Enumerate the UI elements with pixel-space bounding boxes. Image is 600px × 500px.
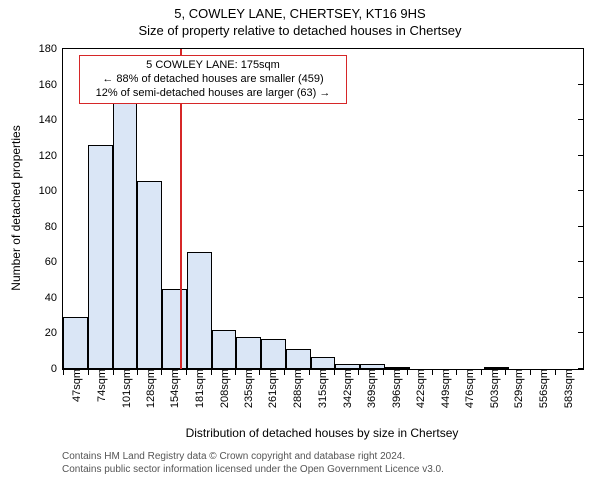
x-tick-label: 556sqm (530, 369, 550, 408)
x-tick-label: 154sqm (161, 369, 181, 408)
title-line-2: Size of property relative to detached ho… (0, 23, 600, 40)
footer-line-1: Contains HM Land Registry data © Crown c… (62, 450, 444, 463)
y-tick-label: 140 (39, 114, 63, 126)
histogram-bar (484, 367, 509, 369)
x-tick-label: 235sqm (235, 369, 255, 408)
histogram-bar (137, 181, 162, 369)
y-tick-label: 20 (45, 327, 63, 339)
annotation-box: 5 COWLEY LANE: 175sqm← 88% of detached h… (79, 55, 347, 104)
y-axis-label: Number of detached properties (9, 125, 23, 290)
x-tick-label: 208sqm (211, 369, 231, 408)
histogram-bar (88, 145, 113, 369)
histogram-bar (335, 364, 360, 369)
y-tick-label: 100 (39, 185, 63, 197)
y-tick-mark (578, 332, 584, 333)
y-tick-label: 160 (39, 79, 63, 91)
y-tick-label: 80 (45, 221, 63, 233)
title-line-1: 5, COWLEY LANE, CHERTSEY, KT16 9HS (0, 6, 600, 23)
x-tick-label: 369sqm (358, 369, 378, 408)
histogram-bar (113, 97, 138, 369)
histogram-bar (360, 364, 385, 369)
y-tick-mark (578, 226, 584, 227)
y-tick-mark (578, 84, 584, 85)
x-tick-label: 529sqm (505, 369, 525, 408)
x-tick-label: 181sqm (186, 369, 206, 408)
annotation-line: 12% of semi-detached houses are larger (… (86, 87, 340, 101)
histogram-bar (236, 337, 261, 369)
histogram-bar (286, 349, 311, 369)
y-tick-label: 60 (45, 256, 63, 268)
x-tick-label: 315sqm (309, 369, 329, 408)
y-tick-label: 40 (45, 292, 63, 304)
chart-title: 5, COWLEY LANE, CHERTSEY, KT16 9HS Size … (0, 6, 600, 40)
x-tick-label: 422sqm (407, 369, 427, 408)
y-tick-mark (578, 297, 584, 298)
x-tick-label: 342sqm (334, 369, 354, 408)
histogram-bar (212, 330, 237, 369)
annotation-line: 5 COWLEY LANE: 175sqm (86, 59, 340, 73)
x-tick-label: 47sqm (63, 369, 83, 402)
y-tick-mark (578, 261, 584, 262)
x-tick-label: 476sqm (456, 369, 476, 408)
histogram-bar (261, 339, 286, 369)
x-tick-label: 449sqm (432, 369, 452, 408)
footer-line-2: Contains public sector information licen… (62, 463, 444, 476)
histogram-bar (187, 252, 212, 369)
annotation-line: ← 88% of detached houses are smaller (45… (86, 73, 340, 87)
y-tick-mark (578, 190, 584, 191)
x-tick-label: 128sqm (137, 369, 157, 408)
y-tick-mark (578, 119, 584, 120)
histogram-bar (311, 357, 336, 369)
footer: Contains HM Land Registry data © Crown c… (62, 450, 444, 476)
x-tick-label: 396sqm (383, 369, 403, 408)
y-tick-label: 120 (39, 150, 63, 162)
x-tick-label: 74sqm (88, 369, 108, 402)
x-tick-label: 503sqm (481, 369, 501, 408)
y-tick-mark (578, 368, 584, 369)
histogram-bar (162, 289, 187, 369)
x-tick-label: 583sqm (555, 369, 575, 408)
x-tick-label: 101sqm (113, 369, 133, 408)
chart-container: 5, COWLEY LANE, CHERTSEY, KT16 9HS Size … (0, 0, 600, 500)
x-tick-label: 288sqm (284, 369, 304, 408)
histogram-bar (63, 317, 88, 369)
y-tick-mark (578, 48, 584, 49)
histogram-bar (385, 367, 410, 369)
y-tick-label: 0 (51, 363, 63, 375)
x-axis-label: Distribution of detached houses by size … (186, 426, 459, 440)
y-tick-label: 180 (39, 43, 63, 55)
x-tick-label: 261sqm (259, 369, 279, 408)
y-tick-mark (578, 155, 584, 156)
